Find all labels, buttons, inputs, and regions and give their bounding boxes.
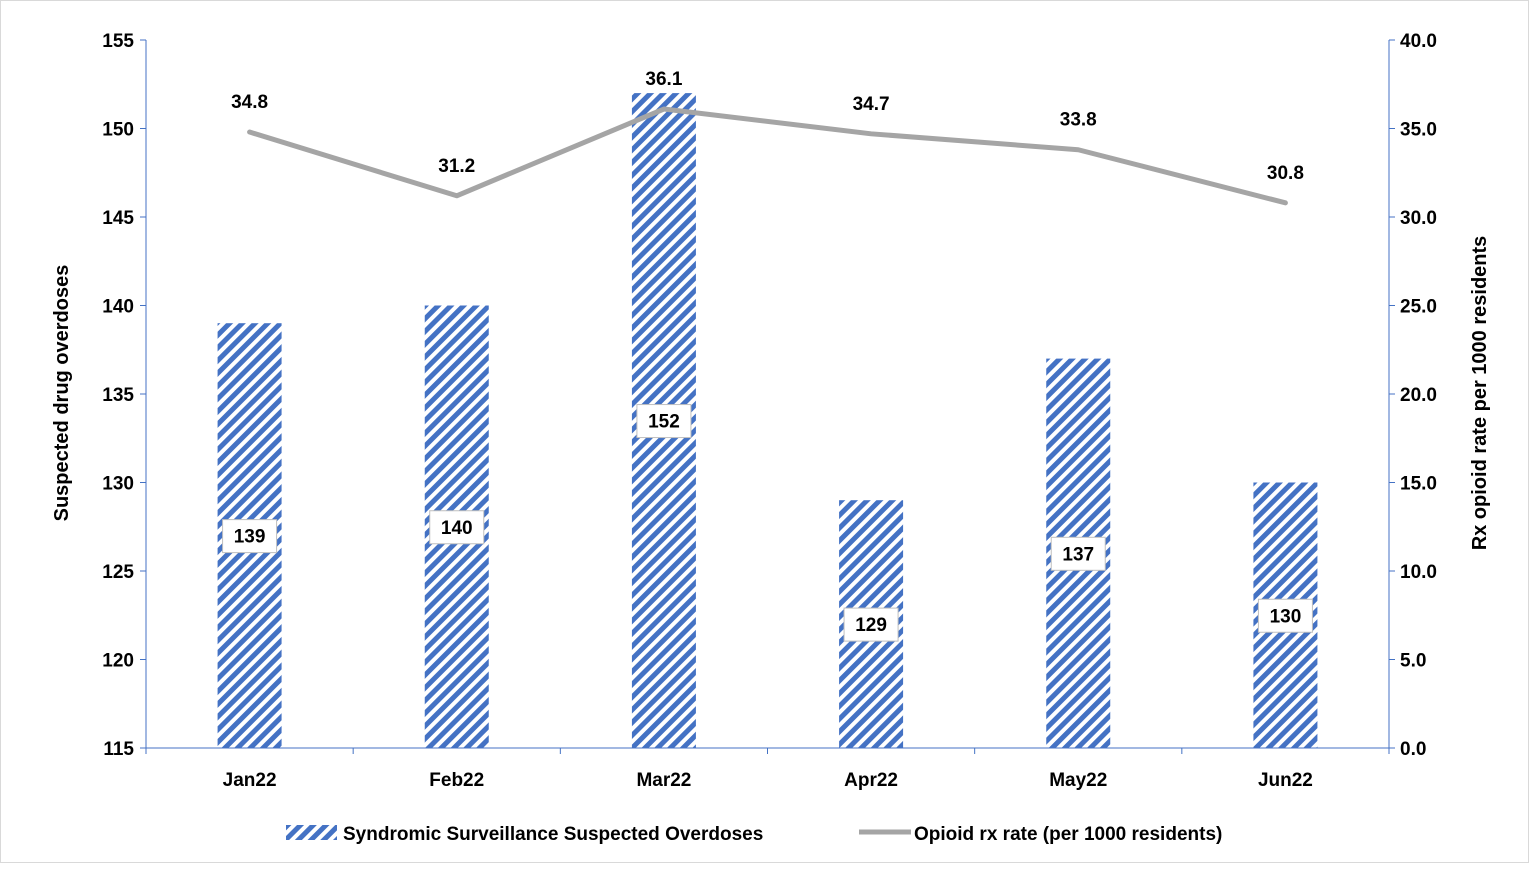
x-tick-label: Apr22 xyxy=(844,770,898,791)
y-tick-label: 145 xyxy=(102,208,134,229)
y-tick-label: 130 xyxy=(102,474,134,495)
legend-swatch-bars xyxy=(286,825,337,840)
y2-tick-label: 0.0 xyxy=(1400,739,1426,760)
line-data-label: 30.8 xyxy=(1267,163,1304,184)
bar-data-label-box xyxy=(1050,536,1106,571)
y-tick-label: 140 xyxy=(102,297,134,318)
x-tick-label: May22 xyxy=(1049,770,1107,791)
bar-data-label-box xyxy=(1257,598,1313,633)
bar-data-label-text: 139 xyxy=(234,527,266,548)
bar-data-label-box xyxy=(429,510,485,545)
y2-tick-label: 5.0 xyxy=(1400,651,1426,672)
y-tick-label: 125 xyxy=(102,562,134,583)
y2-tick-label: 30.0 xyxy=(1400,208,1437,229)
x-tick-label: Jun22 xyxy=(1258,770,1313,791)
legend: Syndromic Surveillance Suspected Overdos… xyxy=(286,824,1222,845)
line-data-label: 33.8 xyxy=(1060,110,1097,131)
y2-tick-label: 25.0 xyxy=(1400,297,1437,318)
bar-data-label-box xyxy=(843,607,899,642)
bar-data-label-box xyxy=(636,404,692,439)
x-tick-label: Feb22 xyxy=(429,770,484,791)
bar-data-label: 129 xyxy=(843,607,899,642)
y2-tick-label: 35.0 xyxy=(1400,120,1437,141)
x-tick-label: Mar22 xyxy=(636,770,691,791)
y2-axis-title: Rx opioid rate per 1000 residents xyxy=(1469,236,1491,551)
bar-data-label-box xyxy=(222,519,278,554)
line-data-label: 36.1 xyxy=(645,69,682,90)
line-data-label: 34.8 xyxy=(231,92,268,113)
y2-tick-label: 40.0 xyxy=(1400,31,1437,52)
y-tick-label: 115 xyxy=(103,739,134,760)
bar-data-label: 139 xyxy=(222,519,278,554)
y-tick-label: 120 xyxy=(102,651,134,672)
bar-data-label: 130 xyxy=(1257,598,1313,633)
bar-data-label: 137 xyxy=(1050,536,1106,571)
y-axis-title: Suspected drug overdoses xyxy=(51,265,73,522)
y2-tick-label: 20.0 xyxy=(1400,385,1437,406)
bar-data-label-text: 152 xyxy=(648,412,680,433)
bar-data-label: 140 xyxy=(429,510,485,545)
y-tick-label: 155 xyxy=(102,31,134,52)
bar-data-label-text: 130 xyxy=(1270,606,1302,627)
bar-data-label: 152 xyxy=(636,404,692,439)
bar-data-label-text: 137 xyxy=(1062,544,1094,565)
legend-label-line: Opioid rx rate (per 1000 residents) xyxy=(914,824,1222,845)
y-tick-label: 150 xyxy=(102,120,134,141)
line-data-label: 31.2 xyxy=(438,156,475,177)
x-tick-label: Jan22 xyxy=(223,770,277,791)
bar-data-label-text: 129 xyxy=(855,615,887,636)
bar-data-label-text: 140 xyxy=(441,518,473,539)
line-data-label: 34.7 xyxy=(853,94,890,115)
y2-tick-label: 15.0 xyxy=(1400,474,1437,495)
legend-label-bars: Syndromic Surveillance Suspected Overdos… xyxy=(343,824,763,845)
y-tick-label: 135 xyxy=(102,385,134,406)
line-series xyxy=(247,106,1288,206)
y2-tick-label: 10.0 xyxy=(1400,562,1437,583)
